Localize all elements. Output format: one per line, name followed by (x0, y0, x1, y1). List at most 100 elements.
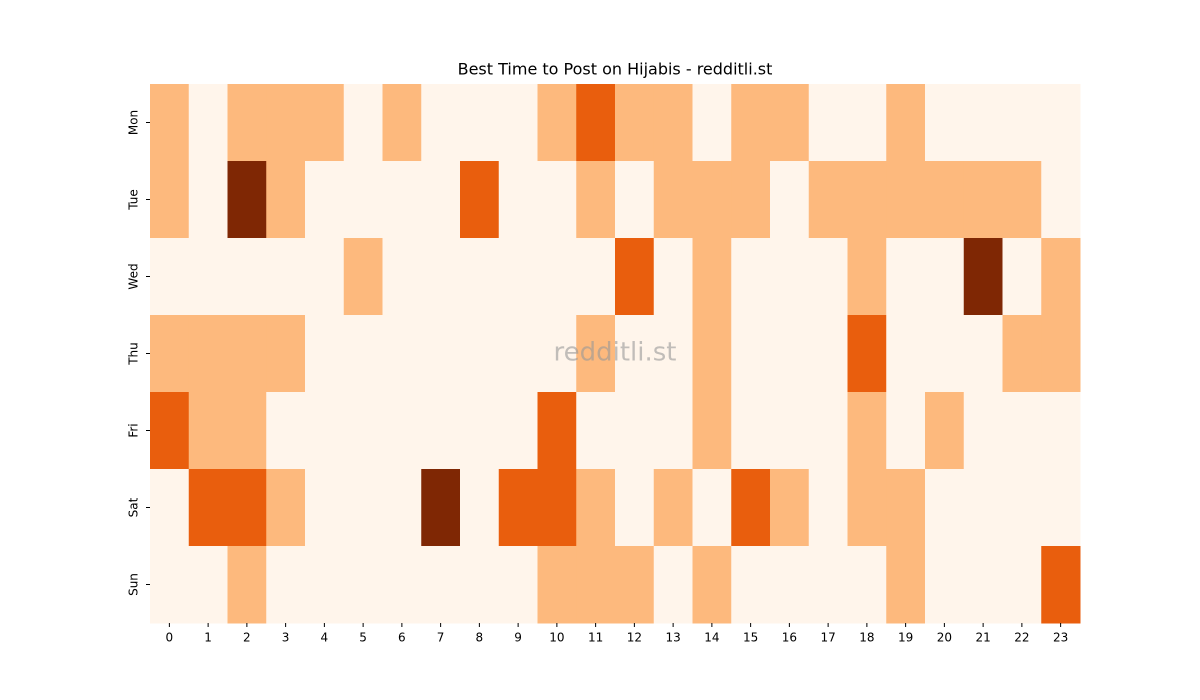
heat-cell (692, 546, 732, 624)
heat-cell (653, 315, 693, 393)
heat-cell (266, 315, 306, 393)
x-tick-label: 22 (1014, 631, 1029, 645)
heat-cell (343, 161, 383, 239)
heat-cell (886, 546, 926, 624)
heat-cell (382, 238, 422, 316)
heat-cell (382, 546, 422, 624)
heat-cell (150, 315, 190, 393)
x-tick-label: 3 (282, 631, 290, 645)
heat-cell (498, 315, 538, 393)
heat-cell (770, 238, 810, 316)
heat-cell (731, 161, 771, 239)
heat-cell (692, 469, 732, 547)
heat-cell (188, 469, 228, 547)
heat-cell (731, 315, 771, 393)
heat-cell (227, 161, 267, 239)
heat-cell (266, 546, 306, 624)
x-tick-label: 12 (627, 631, 642, 645)
heat-cell (1002, 161, 1042, 239)
heat-cell (421, 238, 461, 316)
heat-cell (886, 392, 926, 470)
heat-cell (305, 84, 345, 162)
heat-cell (576, 469, 616, 547)
heat-cell (808, 84, 848, 162)
heat-cell (537, 469, 577, 547)
heat-cell (963, 469, 1003, 547)
heat-cell (1041, 546, 1081, 624)
heat-cell (615, 315, 655, 393)
heat-cell (963, 161, 1003, 239)
x-tick-label: 2 (243, 631, 251, 645)
heat-cell (925, 392, 965, 470)
x-tick-label: 7 (437, 631, 445, 645)
x-tick-label: 23 (1053, 631, 1068, 645)
heat-cell (150, 238, 190, 316)
heat-cell (1002, 546, 1042, 624)
x-tick-label: 8 (476, 631, 484, 645)
heat-cell (421, 315, 461, 393)
axes: 0 1 2 3 4 5 6 7 8 9 10 11 12 13 14 15 16 17 18 19 20 21 22 23Mo… (127, 110, 1069, 645)
heat-cell (1041, 315, 1081, 393)
heat-cell (847, 392, 887, 470)
heat-cell (150, 392, 190, 470)
heat-cell (731, 469, 771, 547)
heat-cell (925, 546, 965, 624)
heat-cell (266, 84, 306, 162)
chart-title: Best Time to Post on Hijabis - redditli.… (458, 60, 773, 79)
heat-cell (188, 161, 228, 239)
heat-cell (498, 469, 538, 547)
heat-cell (1002, 469, 1042, 547)
x-tick-label: 0 (166, 631, 174, 645)
heat-cell (576, 238, 616, 316)
heat-cell (498, 238, 538, 316)
heat-cell (266, 161, 306, 239)
x-tick-label: 5 (359, 631, 367, 645)
heat-cell (498, 161, 538, 239)
heat-cell (1041, 84, 1081, 162)
heat-cell (382, 392, 422, 470)
heat-cell (343, 469, 383, 547)
heat-cell (343, 546, 383, 624)
watermark: redditli.st (554, 338, 677, 368)
heat-cell (305, 392, 345, 470)
heat-cell (615, 392, 655, 470)
y-tick-label: Mon (127, 110, 141, 135)
heat-cell (653, 546, 693, 624)
heat-cell (421, 161, 461, 239)
heat-cell (460, 315, 500, 393)
heat-cell (653, 469, 693, 547)
heat-cell (227, 469, 267, 547)
heat-cell (382, 84, 422, 162)
heat-cell (1002, 392, 1042, 470)
x-tick-label: 20 (937, 631, 952, 645)
heat-cell (1002, 238, 1042, 316)
heat-cell (537, 315, 577, 393)
heat-cell (653, 392, 693, 470)
heat-cell (963, 546, 1003, 624)
x-tick-label: 6 (398, 631, 406, 645)
heat-cell (692, 392, 732, 470)
x-tick-label: 10 (549, 631, 564, 645)
heat-cell (421, 84, 461, 162)
heat-cell (615, 161, 655, 239)
heat-cell (150, 546, 190, 624)
heat-cell (1041, 392, 1081, 470)
heat-cell (692, 238, 732, 316)
heat-cell (537, 392, 577, 470)
heat-cell (925, 238, 965, 316)
heat-cell (847, 161, 887, 239)
y-tick-label: Wed (127, 263, 141, 289)
heat-cell (498, 392, 538, 470)
heat-cell (150, 469, 190, 547)
heat-cell (653, 161, 693, 239)
x-tick-label: 14 (704, 631, 719, 645)
heat-cell (421, 469, 461, 547)
y-tick-label: Fri (127, 423, 141, 437)
heat-cell (150, 161, 190, 239)
heat-cell (925, 469, 965, 547)
heat-cell (266, 238, 306, 316)
x-tick-label: 13 (665, 631, 680, 645)
heat-cell (886, 84, 926, 162)
heat-cell (343, 238, 383, 316)
heat-cell (188, 238, 228, 316)
